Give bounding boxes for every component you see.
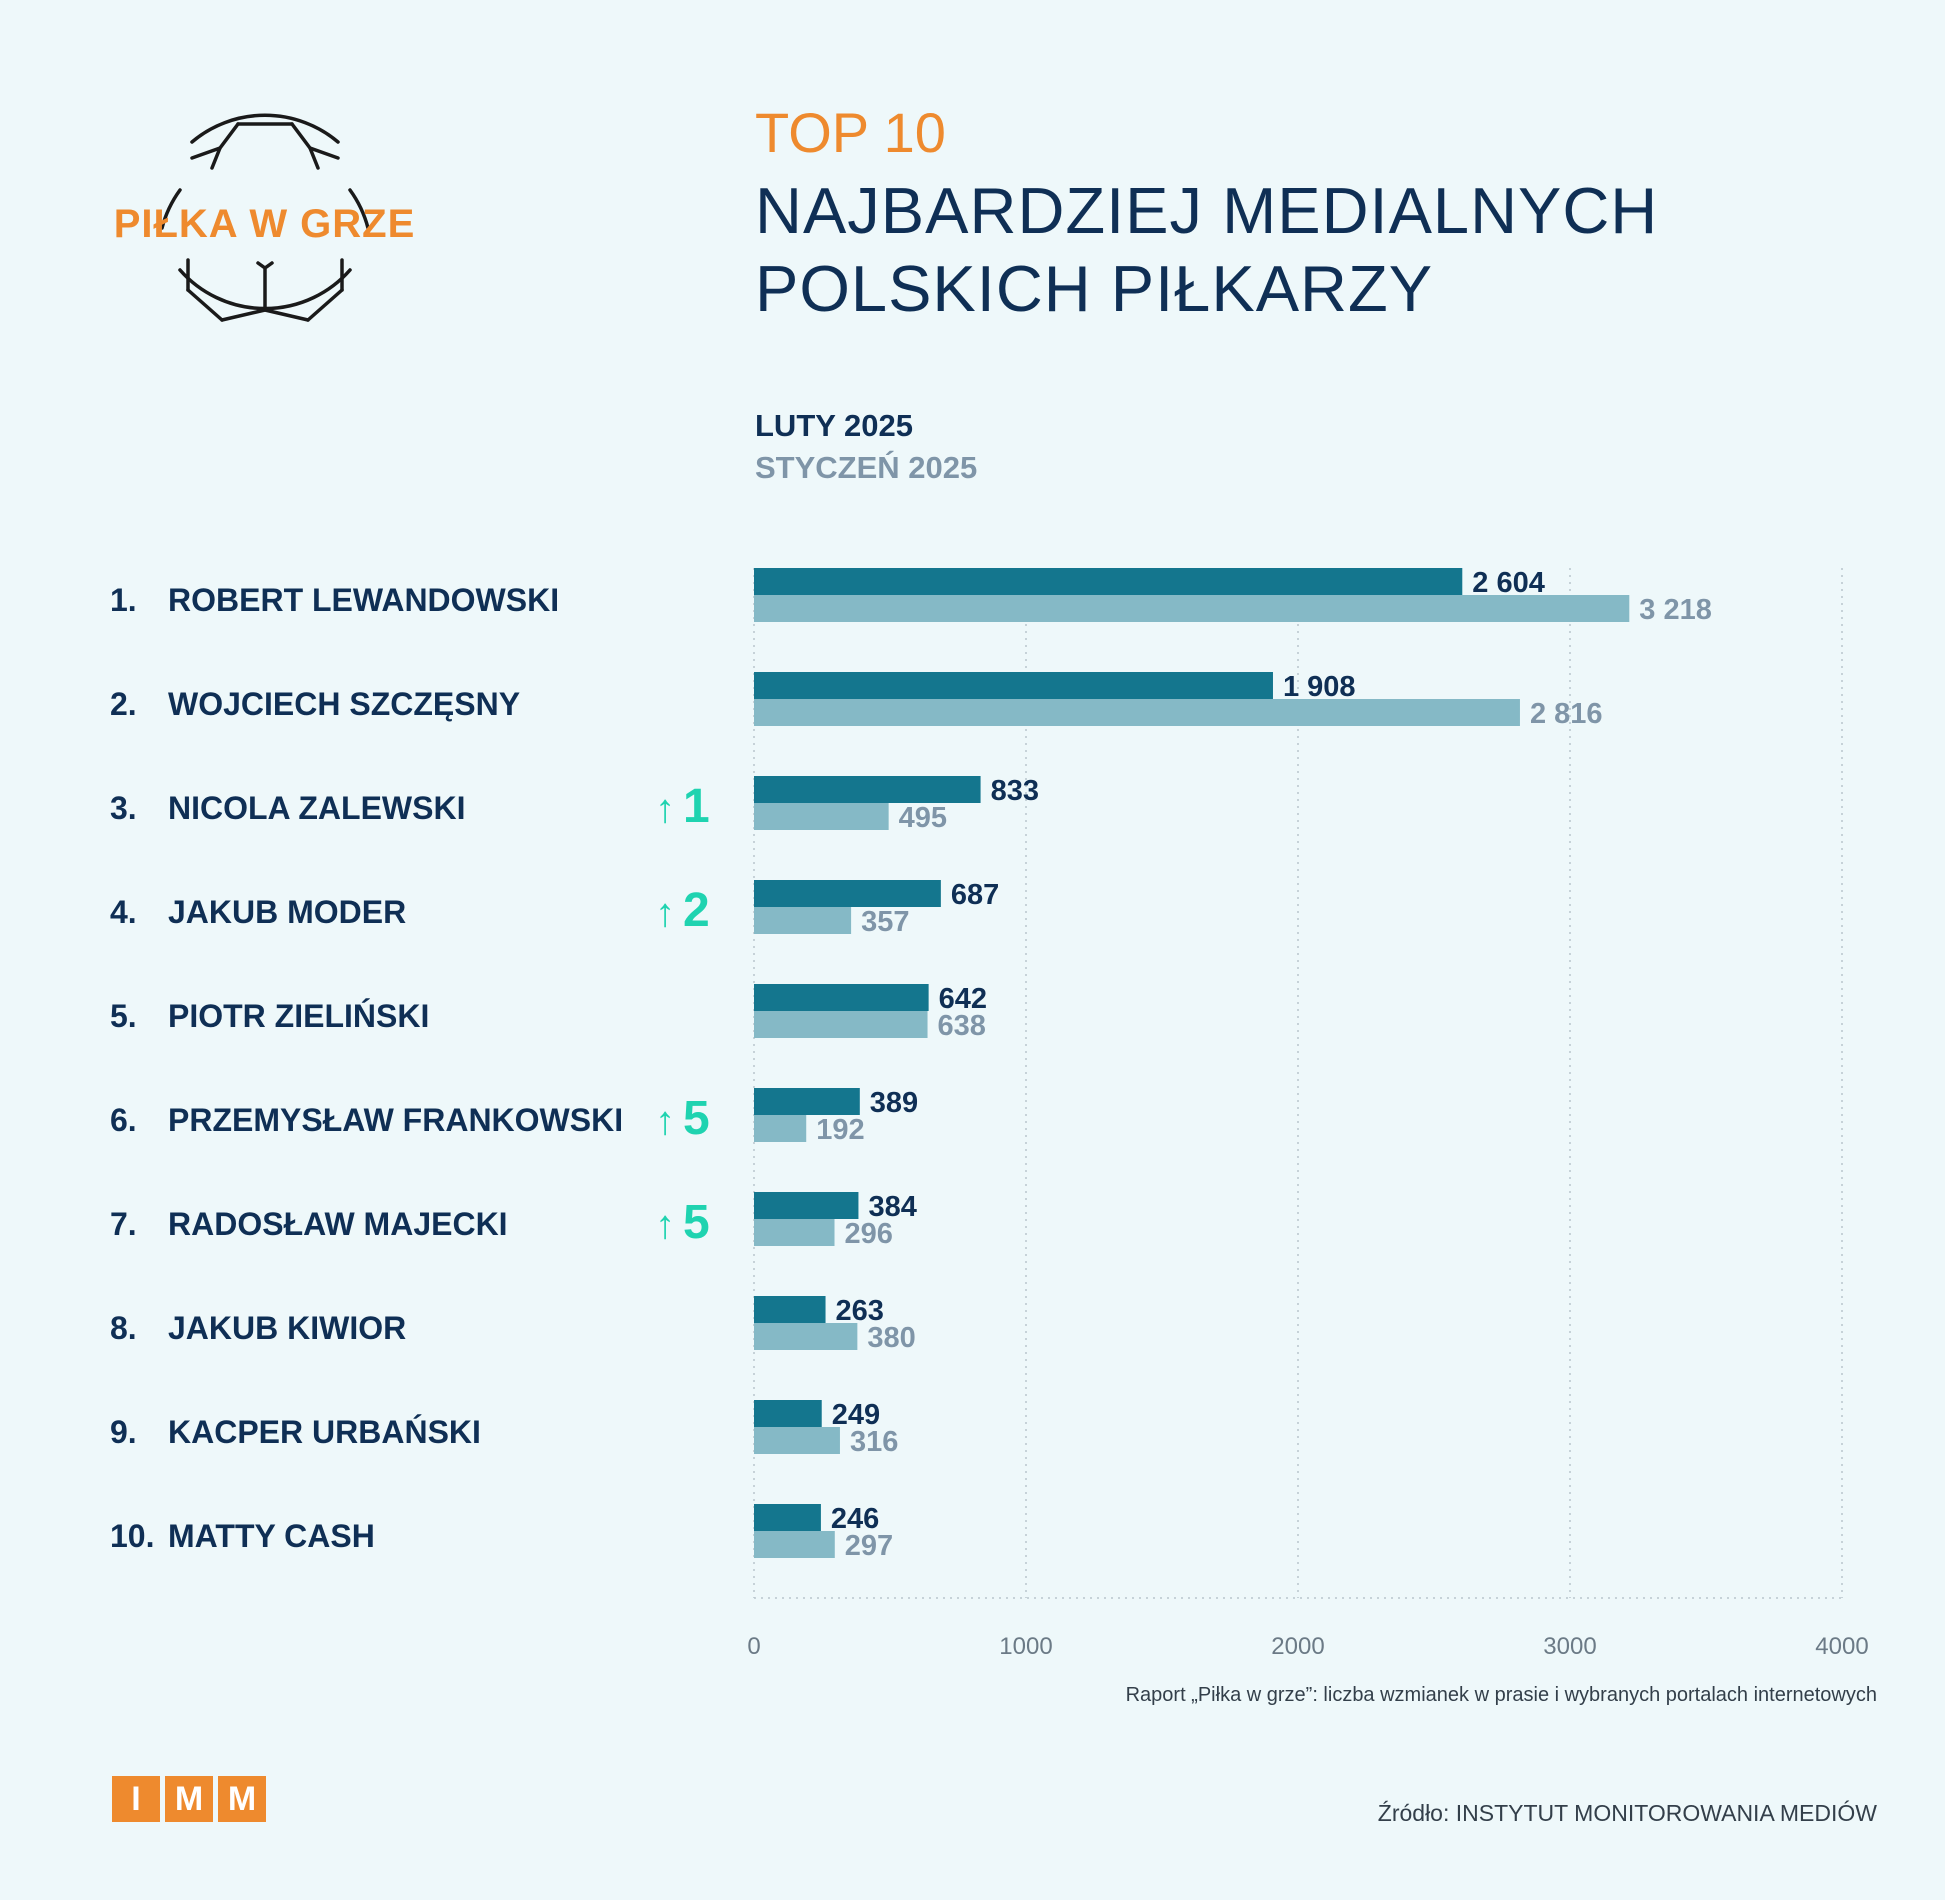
- current-bar: [754, 1400, 822, 1427]
- player-rank: 10.: [110, 1518, 155, 1554]
- title-line-2: POLSKICH PIŁKARZY: [755, 252, 1434, 325]
- player-name: ROBERT LEWANDOWSKI: [168, 582, 560, 618]
- rank-change: ↑ 5: [655, 1094, 710, 1146]
- current-value-label: 687: [951, 879, 999, 911]
- current-value-label: 2 604: [1472, 567, 1545, 599]
- player-name: WOJCIECH SZCZĘSNY: [168, 686, 521, 722]
- arrow-up-icon: ↑: [655, 787, 675, 831]
- rank-change: ↑ 2: [655, 886, 710, 938]
- football-icon: [160, 113, 370, 322]
- previous-bar: [754, 907, 852, 934]
- bar-chart: 0 1000 2000 3000 4000 2 604 3 218 1 908 2 816 833…: [747, 567, 1868, 1660]
- player-rank: 3.: [110, 790, 137, 826]
- player-name: MATTY CASH: [168, 1518, 375, 1554]
- previous-value-label: 3 218: [1639, 594, 1712, 626]
- title-line-1: NAJBARDZIEJ MEDIALNYCH: [755, 174, 1659, 247]
- rank-change-value: 2: [683, 884, 710, 937]
- player-rank: 9.: [110, 1414, 137, 1450]
- legend-current: LUTY 2025: [755, 408, 913, 443]
- player-name: PIOTR ZIELIŃSKI: [168, 998, 430, 1034]
- previous-value-label: 380: [867, 1322, 915, 1354]
- player-rank: 4.: [110, 894, 137, 930]
- player-rank: 6.: [110, 1102, 137, 1138]
- previous-value-label: 357: [861, 906, 909, 938]
- previous-bar: [754, 699, 1520, 726]
- current-bar: [754, 672, 1273, 699]
- imm-logo: I M M: [112, 1776, 266, 1822]
- previous-value-label: 316: [850, 1426, 898, 1458]
- previous-value-label: 638: [938, 1010, 986, 1042]
- current-bar: [754, 880, 941, 907]
- previous-value-label: 2 816: [1530, 698, 1603, 730]
- rank-change: ↑ 5: [655, 1198, 710, 1250]
- player-name: KACPER URBAŃSKI: [168, 1414, 481, 1450]
- current-value-label: 833: [991, 775, 1039, 807]
- current-bar: [754, 568, 1463, 595]
- source-text: Źródło: INSTYTUT MONITOROWANIA MEDIÓW: [1377, 1800, 1877, 1826]
- current-value-label: 1 908: [1283, 671, 1356, 703]
- player-name: PRZEMYSŁAW FRANKOWSKI: [168, 1102, 624, 1138]
- arrow-up-icon: ↑: [655, 1203, 675, 1247]
- previous-bar: [754, 1219, 835, 1246]
- current-bar: [754, 1088, 860, 1115]
- player-rank: 8.: [110, 1310, 137, 1346]
- current-value-label: 249: [832, 1399, 880, 1431]
- previous-bar: [754, 595, 1630, 622]
- arrow-up-icon: ↑: [655, 1099, 675, 1143]
- x-tick-label: 0: [747, 1633, 760, 1660]
- x-tick-label: 2000: [1271, 1633, 1324, 1660]
- current-value-label: 263: [836, 1295, 884, 1327]
- legend-previous: STYCZEŃ 2025: [755, 450, 978, 485]
- x-tick-label: 4000: [1815, 1633, 1868, 1660]
- previous-bar: [754, 803, 889, 830]
- player-rank: 1.: [110, 582, 137, 618]
- rank-change-value: 5: [683, 1092, 710, 1145]
- current-bar: [754, 1504, 821, 1531]
- current-value-label: 389: [870, 1087, 918, 1119]
- x-tick-label: 3000: [1543, 1633, 1596, 1660]
- player-rank: 7.: [110, 1206, 137, 1242]
- current-bar: [754, 984, 929, 1011]
- current-value-label: 246: [831, 1503, 879, 1535]
- player-rank: 2.: [110, 686, 137, 722]
- imm-letter-m2: M: [218, 1776, 266, 1822]
- previous-bar: [754, 1323, 858, 1350]
- logo-text: PIŁKA W GRZE: [113, 202, 416, 246]
- arrow-up-icon: ↑: [655, 891, 675, 935]
- current-bar: [754, 1192, 859, 1219]
- player-name: NICOLA ZALEWSKI: [168, 790, 466, 826]
- player-name: RADOSŁAW MAJECKI: [168, 1206, 508, 1242]
- current-value-label: 384: [868, 1191, 916, 1223]
- report-note: Raport „Piłka w grze”: liczba wzmianek w…: [1125, 1684, 1877, 1706]
- imm-letter-i: I: [112, 1776, 160, 1822]
- player-name: JAKUB MODER: [168, 894, 407, 930]
- x-tick-label: 1000: [999, 1633, 1052, 1660]
- previous-bar: [754, 1531, 835, 1558]
- title-top: TOP 10: [755, 101, 946, 164]
- rank-change: ↑ 1: [655, 782, 710, 834]
- imm-letter-m1: M: [165, 1776, 213, 1822]
- previous-value-label: 495: [899, 802, 947, 834]
- previous-value-label: 297: [845, 1530, 893, 1562]
- rank-change-value: 1: [683, 780, 710, 833]
- previous-bar: [754, 1115, 807, 1142]
- rank-change-value: 5: [683, 1196, 710, 1249]
- player-name: JAKUB KIWIOR: [168, 1310, 407, 1346]
- current-value-label: 642: [939, 983, 987, 1015]
- logo: PIŁKA W GRZE: [112, 110, 417, 350]
- page-title: NAJBARDZIEJ MEDIALNYCH POLSKICH PIŁKARZY: [755, 172, 1658, 328]
- previous-bar: [754, 1427, 840, 1454]
- previous-bar: [754, 1011, 928, 1038]
- current-bar: [754, 1296, 826, 1323]
- current-bar: [754, 776, 981, 803]
- previous-value-label: 192: [816, 1114, 864, 1146]
- previous-value-label: 296: [845, 1218, 893, 1250]
- player-rank: 5.: [110, 998, 137, 1034]
